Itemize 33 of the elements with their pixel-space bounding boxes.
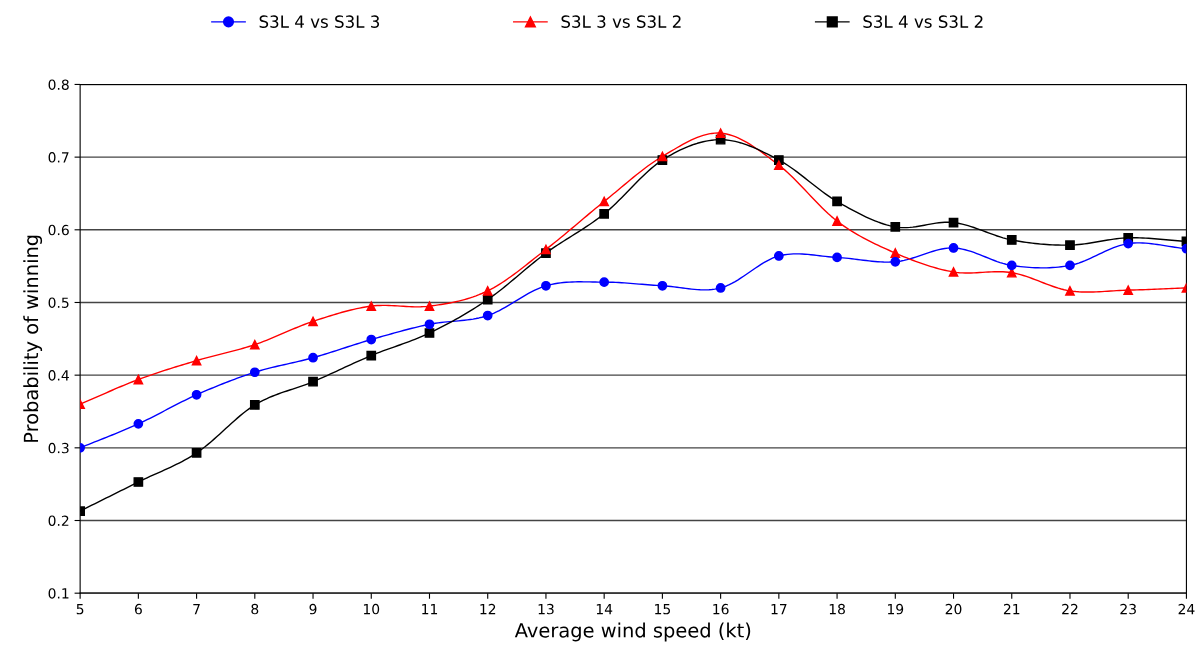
x-tick-label: 22 (1062, 603, 1078, 615)
legend-label: S3L 3 vs S3L 2 (561, 15, 681, 28)
y-tick-label: 0.4 (48, 370, 69, 381)
y-tick-label: 0.7 (48, 152, 69, 163)
y-tick-label: 0.5 (48, 297, 69, 308)
x-tick-label: 12 (480, 603, 496, 615)
x-tick-label: 15 (655, 604, 671, 615)
x-tick-label: 18 (829, 603, 845, 615)
x-tick-label: 9 (309, 603, 317, 615)
x-tick-label: 14 (596, 604, 613, 615)
x-tick-label: 8 (251, 603, 259, 615)
x-tick-label: 13 (538, 603, 554, 615)
x-tick-label: 5 (76, 604, 84, 615)
y-tick-label: 0.3 (48, 442, 69, 454)
x-tick-label: 11 (422, 604, 438, 615)
x-tick-label: 10 (363, 603, 380, 615)
legend-label: S3L 4 vs S3L 2 (863, 15, 983, 28)
y-tick-label: 0.8 (48, 79, 69, 90)
x-tick-label: 24 (1178, 603, 1195, 615)
x-axis-title: Average wind speed (kt) (514, 622, 751, 642)
y-tick-label: 0.2 (48, 515, 69, 526)
legend-label: S3L 4 vs S3L 3 (259, 15, 380, 28)
x-tick-label: 6 (134, 603, 142, 615)
x-tick-label: 17 (771, 604, 787, 615)
x-tick-label: 16 (713, 603, 729, 615)
x-tick-label: 7 (193, 604, 200, 615)
x-tick-label: 23 (1120, 603, 1136, 615)
y-tick-label: 0.1 (48, 588, 69, 599)
x-tick-label: 21 (1003, 603, 1020, 615)
x-tick-label: 19 (887, 603, 904, 615)
x-tick-label: 20 (945, 603, 962, 615)
y-tick-label: 0.6 (48, 224, 69, 236)
y-axis-title: Probability of winning (23, 235, 43, 442)
